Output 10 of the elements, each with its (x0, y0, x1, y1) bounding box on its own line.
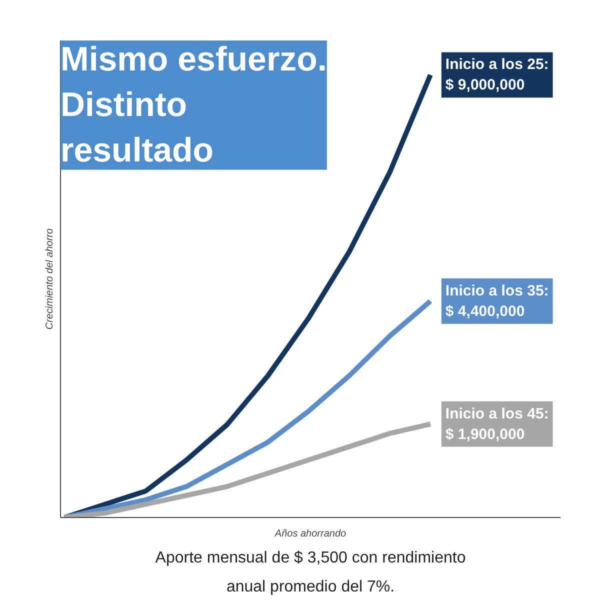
x-axis-title: Años ahorrando (274, 528, 347, 540)
series-label: Inicio a los 35: (445, 282, 549, 300)
data-label: $ 9,000,000 (445, 76, 525, 94)
text: Mismo esfuerzo. Distinto resultado (60, 40, 327, 170)
text: Aporte mensual de $ 3,500 con rendimiento anual promedio del 7%. (155, 550, 466, 596)
data-label: $ 1,900,000 (445, 426, 525, 443)
series-label: Inicio a los 25: (445, 56, 549, 74)
y-axis-title: Crecimiento del ahorro (44, 228, 56, 330)
series-label: Inicio a los 45: (445, 405, 549, 422)
data-label: $ 4,400,000 (445, 302, 525, 320)
